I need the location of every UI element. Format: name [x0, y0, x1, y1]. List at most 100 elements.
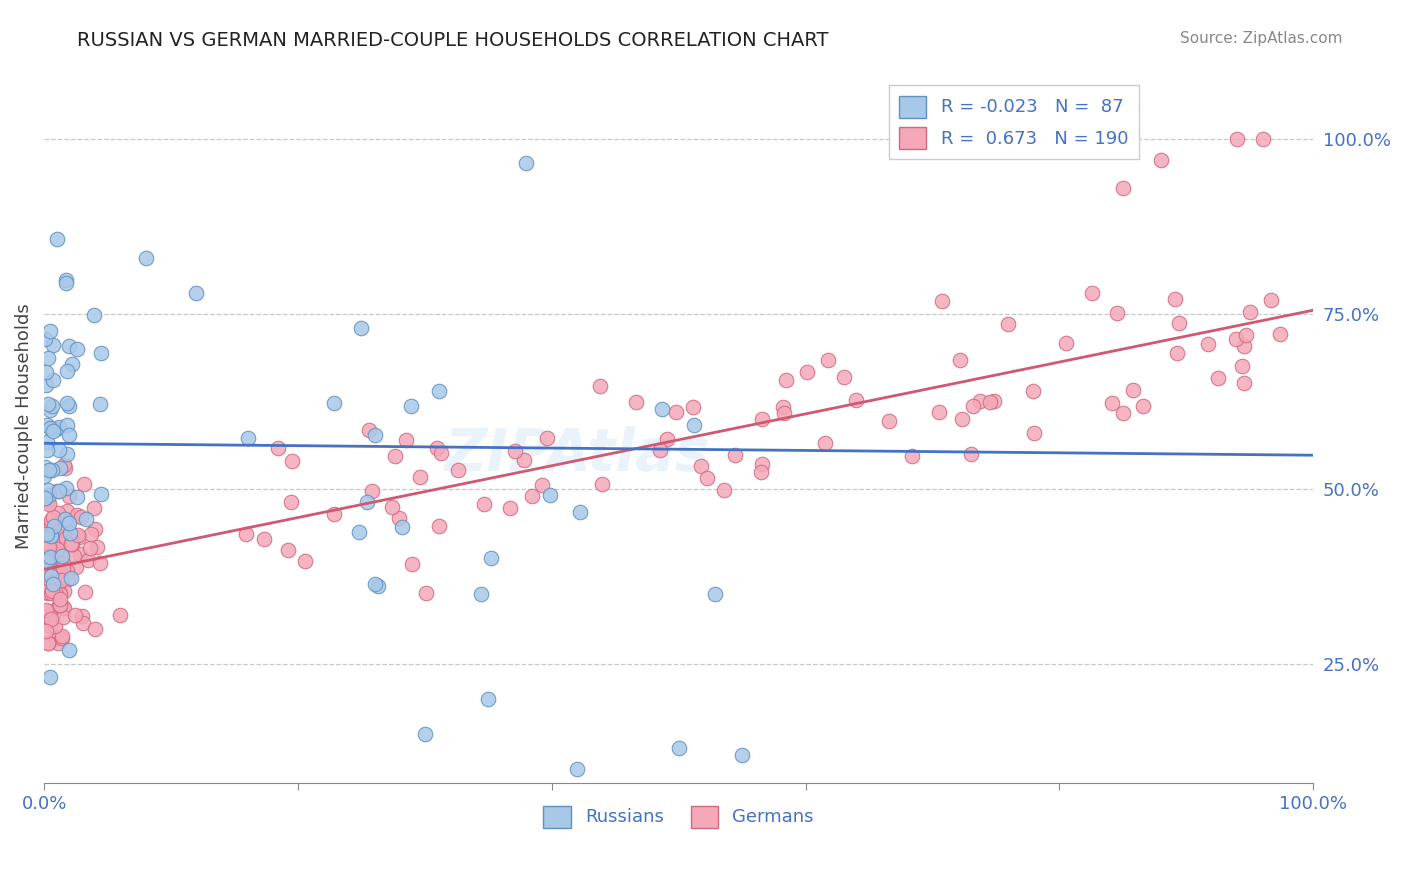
- Point: [959, 447, 981, 461]
- Point: [46, 523, 69, 537]
- Point: [1054, 336, 1077, 351]
- Point: [38, 549, 60, 564]
- Point: [952, 412, 974, 426]
- Point: [361, 484, 384, 499]
- Point: [696, 471, 718, 485]
- Point: [63, 549, 86, 563]
- Point: [48, 484, 70, 499]
- Point: [49, 587, 72, 601]
- Point: [682, 401, 704, 415]
- Point: [832, 369, 855, 384]
- Point: [38, 552, 60, 566]
- Point: [58, 516, 80, 530]
- Point: [39, 555, 62, 569]
- Point: [35, 603, 58, 617]
- Point: [1206, 371, 1229, 385]
- Point: [49, 592, 72, 607]
- Point: [238, 431, 260, 445]
- Point: [399, 400, 422, 414]
- Point: [1122, 383, 1144, 397]
- Point: [413, 727, 436, 741]
- Point: [52, 600, 75, 615]
- Point: [56, 447, 79, 461]
- Point: [38, 402, 60, 417]
- Point: [252, 532, 274, 546]
- Point: [235, 527, 257, 541]
- Point: [70, 608, 93, 623]
- Point: [1233, 376, 1256, 390]
- Point: [55, 564, 77, 578]
- Point: [67, 531, 90, 545]
- Point: [89, 556, 111, 570]
- Point: [52, 529, 75, 543]
- Point: [704, 587, 727, 601]
- Point: [37, 534, 59, 549]
- Point: [430, 446, 453, 460]
- Point: [35, 365, 58, 379]
- Point: [34, 585, 56, 599]
- Point: [367, 579, 389, 593]
- Point: [665, 405, 688, 419]
- Point: [979, 394, 1001, 409]
- Point: [55, 277, 77, 291]
- Point: [1239, 304, 1261, 318]
- Point: [67, 527, 90, 541]
- Point: [41, 424, 63, 438]
- Point: [384, 449, 406, 463]
- Point: [37, 537, 59, 551]
- Point: [65, 559, 87, 574]
- Point: [90, 487, 112, 501]
- Point: [55, 531, 77, 545]
- Point: [1268, 327, 1291, 342]
- Point: [84, 522, 107, 536]
- Point: [931, 293, 953, 308]
- Point: [775, 373, 797, 387]
- Text: ZIPAtlas: ZIPAtlas: [444, 425, 710, 483]
- Point: [280, 494, 302, 508]
- Point: [34, 585, 56, 599]
- Point: [52, 556, 75, 570]
- Point: [45, 232, 67, 246]
- Point: [426, 442, 449, 456]
- Point: [817, 352, 839, 367]
- Point: [56, 418, 79, 433]
- Point: [37, 442, 59, 457]
- Point: [39, 566, 62, 581]
- Point: [42, 519, 65, 533]
- Point: [391, 520, 413, 534]
- Point: [364, 576, 387, 591]
- Point: [37, 418, 59, 433]
- Point: [48, 599, 70, 613]
- Point: [72, 616, 94, 631]
- Point: [1251, 131, 1274, 145]
- Point: [39, 549, 62, 563]
- Point: [42, 577, 65, 591]
- Point: [901, 449, 924, 463]
- Point: [35, 490, 58, 504]
- Point: [59, 537, 82, 551]
- Point: [53, 461, 76, 475]
- Point: [877, 414, 900, 428]
- Point: [38, 497, 60, 511]
- Point: [401, 557, 423, 571]
- Point: [35, 562, 58, 576]
- Point: [69, 547, 91, 561]
- Point: [724, 448, 747, 462]
- Point: [388, 511, 411, 525]
- Point: [350, 320, 373, 334]
- Point: [52, 610, 75, 624]
- Point: [41, 462, 63, 476]
- Point: [949, 352, 972, 367]
- Point: [427, 384, 450, 399]
- Point: [32, 469, 55, 483]
- Point: [429, 519, 451, 533]
- Point: [86, 540, 108, 554]
- Point: [39, 612, 62, 626]
- Point: [683, 418, 706, 433]
- Point: [363, 428, 385, 442]
- Point: [39, 586, 62, 600]
- Point: [48, 419, 70, 434]
- Point: [80, 527, 103, 541]
- Point: [773, 407, 796, 421]
- Point: [1112, 405, 1135, 419]
